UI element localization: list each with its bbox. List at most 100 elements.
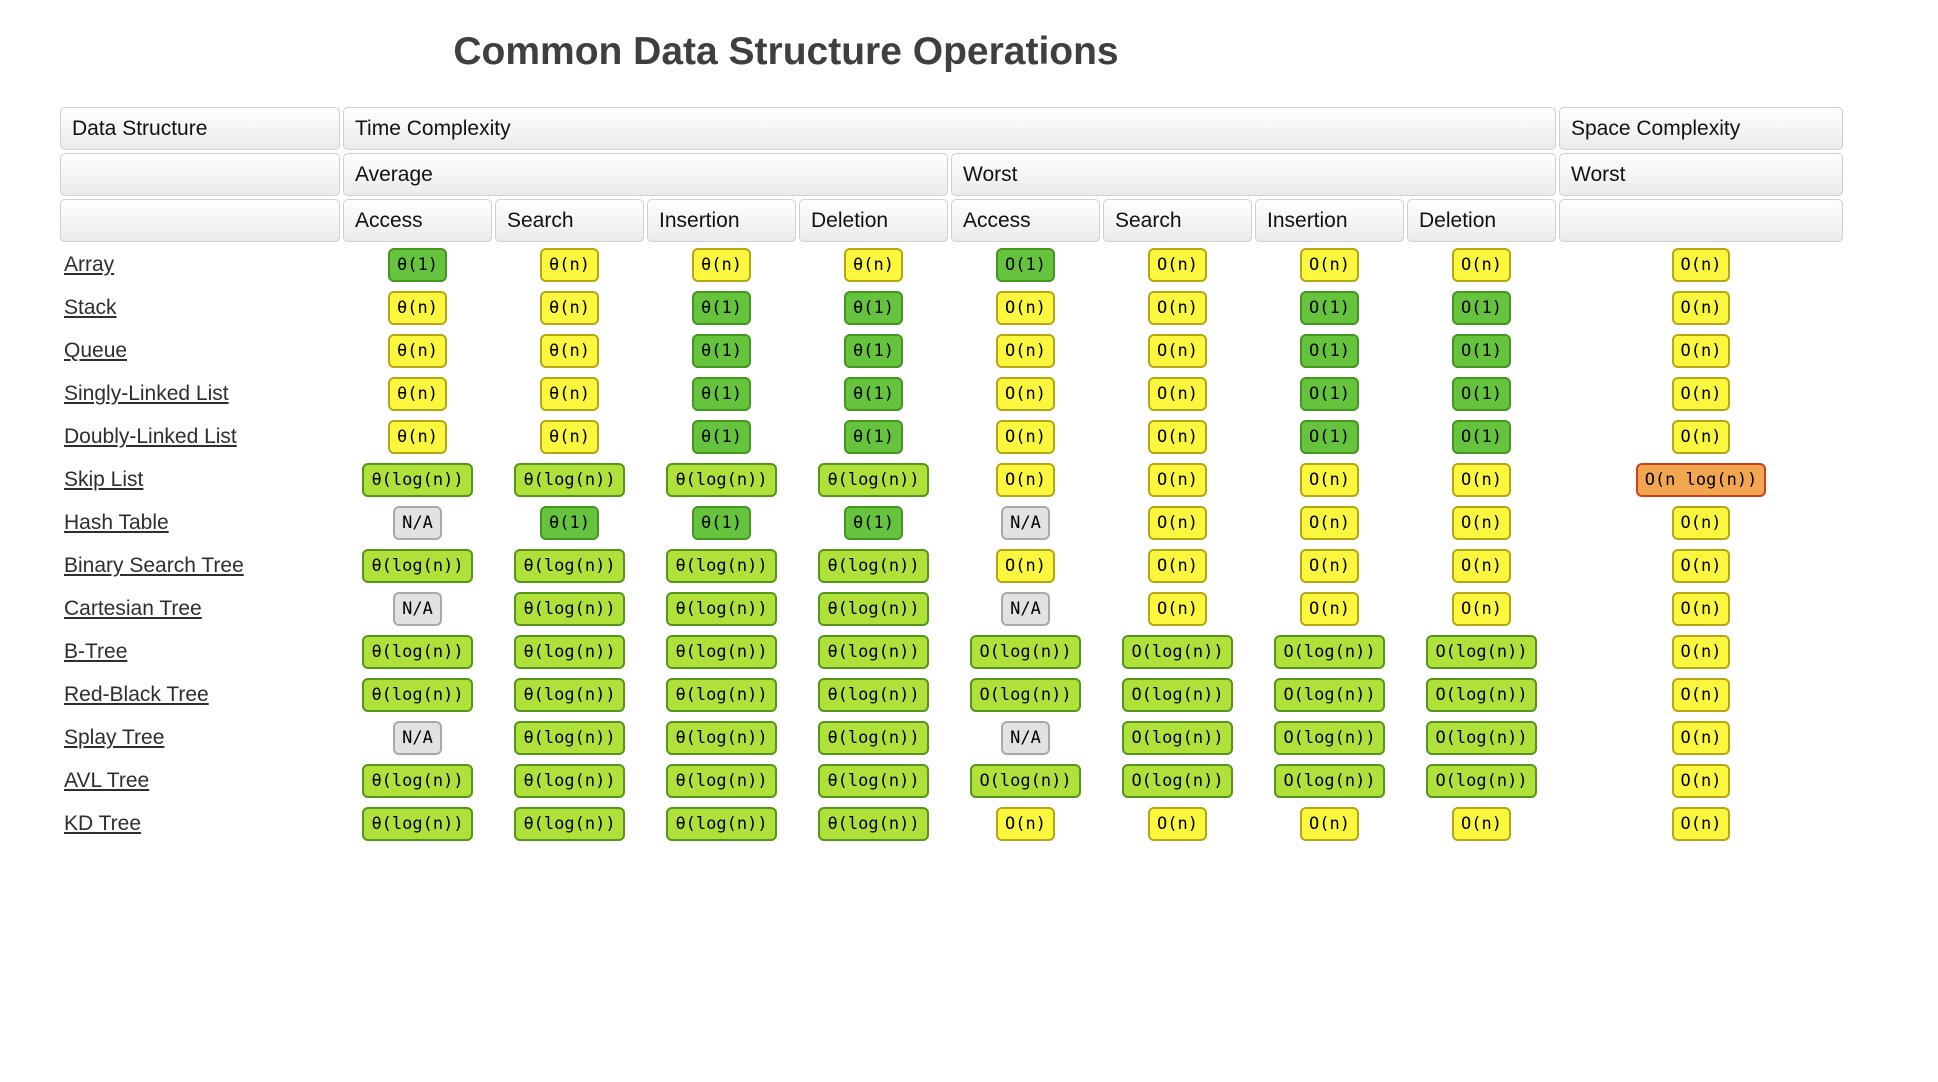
complexity-cell: O(n) bbox=[1559, 374, 1843, 414]
complexity-badge-yellow: θ(n) bbox=[388, 377, 447, 411]
data-structure-cell: Binary Search Tree bbox=[60, 546, 340, 586]
complexity-badge-green: θ(1) bbox=[844, 420, 903, 454]
complexity-badge-yellowgreen: O(log(n)) bbox=[1426, 721, 1537, 755]
complexity-cell: O(n) bbox=[1559, 589, 1843, 629]
complexity-badge-yellow: O(n) bbox=[1671, 592, 1731, 626]
complexity-cell: O(log(n)) bbox=[951, 632, 1100, 672]
complexity-cell: O(n) bbox=[1407, 589, 1556, 629]
complexity-cell: θ(log(n)) bbox=[647, 460, 796, 500]
data-structure-link[interactable]: Cartesian Tree bbox=[64, 597, 202, 620]
data-structure-link[interactable]: Hash Table bbox=[64, 511, 169, 534]
data-structure-link[interactable]: Red-Black Tree bbox=[64, 683, 209, 706]
complexity-badge-yellow: O(n) bbox=[1148, 377, 1207, 411]
complexity-cell: O(n) bbox=[1255, 245, 1404, 285]
complexity-cell: O(n) bbox=[1255, 804, 1404, 844]
complexity-badge-yellowgreen: O(log(n)) bbox=[1122, 721, 1233, 755]
complexity-cell: θ(n) bbox=[799, 245, 948, 285]
complexity-badge-yellowgreen: θ(log(n)) bbox=[362, 635, 473, 669]
data-structure-link[interactable]: B-Tree bbox=[64, 640, 128, 663]
complexity-badge-yellowgreen: θ(log(n)) bbox=[818, 764, 929, 798]
data-structure-link[interactable]: Doubly-Linked List bbox=[64, 425, 237, 448]
complexity-badge-yellow: O(n) bbox=[1452, 592, 1511, 626]
complexity-badge-yellowgreen: θ(log(n)) bbox=[666, 592, 777, 626]
complexity-badge-yellow: θ(n) bbox=[540, 420, 599, 454]
data-structure-link[interactable]: Skip List bbox=[64, 468, 144, 491]
complexity-cell: θ(n) bbox=[495, 331, 644, 371]
complexity-cell: O(n) bbox=[1103, 546, 1252, 586]
data-structure-link[interactable]: Array bbox=[64, 253, 115, 276]
complexity-badge-yellowgreen: θ(log(n)) bbox=[666, 807, 777, 841]
complexity-cell: O(1) bbox=[1407, 288, 1556, 328]
data-structure-link[interactable]: AVL Tree bbox=[64, 769, 150, 792]
complexity-cell: O(n) bbox=[1407, 503, 1556, 543]
data-structure-cell: Cartesian Tree bbox=[60, 589, 340, 629]
complexity-cell: O(n) bbox=[1255, 503, 1404, 543]
complexity-badge-yellow: O(n) bbox=[1671, 721, 1731, 755]
data-structure-cell: AVL Tree bbox=[60, 761, 340, 801]
complexity-badge-gray: N/A bbox=[1001, 592, 1050, 626]
complexity-badge-yellow: O(n) bbox=[996, 549, 1055, 583]
complexity-badge-yellow: O(n) bbox=[1148, 334, 1207, 368]
complexity-cell: θ(n) bbox=[343, 331, 492, 371]
data-structure-link[interactable]: Singly-Linked List bbox=[64, 382, 229, 405]
complexity-badge-yellow: O(n) bbox=[996, 291, 1055, 325]
complexity-cell: N/A bbox=[951, 718, 1100, 758]
complexity-cell: O(n) bbox=[1407, 546, 1556, 586]
complexity-badge-yellowgreen: O(log(n)) bbox=[970, 635, 1081, 669]
header-avg-deletion: Deletion bbox=[799, 199, 948, 242]
header-worst-search: Search bbox=[1103, 199, 1252, 242]
complexity-cell: O(n) bbox=[1255, 460, 1404, 500]
complexity-badge-yellow: O(n) bbox=[1148, 549, 1207, 583]
complexity-badge-yellow: O(n) bbox=[1148, 463, 1207, 497]
header-row-groups: Data Structure Time Complexity Space Com… bbox=[60, 107, 1843, 150]
complexity-cell: θ(n) bbox=[647, 245, 796, 285]
complexity-cell: O(n) bbox=[1559, 288, 1843, 328]
complexity-badge-yellowgreen: θ(log(n)) bbox=[514, 764, 625, 798]
table-row: Skip List θ(log(n)) θ(log(n)) θ(log(n)) θ(lo… bbox=[60, 460, 1843, 500]
data-structure-link[interactable]: KD Tree bbox=[64, 812, 142, 835]
complexity-cell: θ(log(n)) bbox=[343, 546, 492, 586]
header-blank-label bbox=[60, 153, 340, 196]
complexity-badge-green: O(1) bbox=[1452, 291, 1511, 325]
complexity-cell: O(1) bbox=[1255, 331, 1404, 371]
complexity-cell: θ(log(n)) bbox=[799, 718, 948, 758]
complexity-cell: O(log(n)) bbox=[1407, 718, 1556, 758]
complexity-badge-yellow: O(n) bbox=[1452, 549, 1511, 583]
complexity-badge-yellowgreen: θ(log(n)) bbox=[666, 463, 777, 497]
complexity-badge-yellowgreen: θ(log(n)) bbox=[666, 721, 777, 755]
table-row: KD Tree θ(log(n)) θ(log(n)) θ(log(n)) θ(log(… bbox=[60, 804, 1843, 844]
header-avg-insertion: Insertion bbox=[647, 199, 796, 242]
complexity-badge-yellow: O(n) bbox=[1148, 248, 1207, 282]
data-structure-link[interactable]: Splay Tree bbox=[64, 726, 165, 749]
complexity-badge-green: O(1) bbox=[1300, 377, 1359, 411]
complexity-badge-yellowgreen: θ(log(n)) bbox=[666, 678, 777, 712]
header-blank-label bbox=[60, 199, 340, 242]
complexity-cell: θ(log(n)) bbox=[647, 632, 796, 672]
complexity-cell: O(n) bbox=[1255, 546, 1404, 586]
complexity-badge-yellowgreen: O(log(n)) bbox=[970, 678, 1081, 712]
complexity-badge-green: O(1) bbox=[1452, 420, 1511, 454]
complexity-cell: O(n) bbox=[1407, 804, 1556, 844]
complexity-badge-yellowgreen: O(log(n)) bbox=[1274, 721, 1385, 755]
complexity-cell: O(n) bbox=[951, 460, 1100, 500]
complexity-badge-yellowgreen: θ(log(n)) bbox=[666, 764, 777, 798]
complexity-cell: θ(1) bbox=[799, 288, 948, 328]
complexity-badge-green: θ(1) bbox=[692, 291, 751, 325]
header-avg-access: Access bbox=[343, 199, 492, 242]
complexity-badge-yellow: O(n) bbox=[1671, 549, 1731, 583]
complexity-cell: θ(1) bbox=[647, 331, 796, 371]
data-structure-cell: KD Tree bbox=[60, 804, 340, 844]
complexity-cell: θ(n) bbox=[343, 417, 492, 457]
data-structure-link[interactable]: Stack bbox=[64, 296, 117, 319]
complexity-badge-green: θ(1) bbox=[844, 291, 903, 325]
data-structure-link[interactable]: Binary Search Tree bbox=[64, 554, 244, 577]
complexity-badge-yellow: θ(n) bbox=[388, 291, 447, 325]
data-structure-link[interactable]: Queue bbox=[64, 339, 128, 362]
complexity-badge-yellowgreen: θ(log(n)) bbox=[818, 592, 929, 626]
complexity-cell: O(1) bbox=[1255, 288, 1404, 328]
complexity-cell: θ(n) bbox=[343, 288, 492, 328]
complexity-badge-yellowgreen: θ(log(n)) bbox=[514, 635, 625, 669]
complexity-badge-green: θ(1) bbox=[692, 420, 751, 454]
table-row: Queue θ(n) θ(n) θ(1) θ(1) O(n) O(n) O(1) O(1) O(n… bbox=[60, 331, 1843, 371]
complexity-cell: θ(n) bbox=[495, 417, 644, 457]
